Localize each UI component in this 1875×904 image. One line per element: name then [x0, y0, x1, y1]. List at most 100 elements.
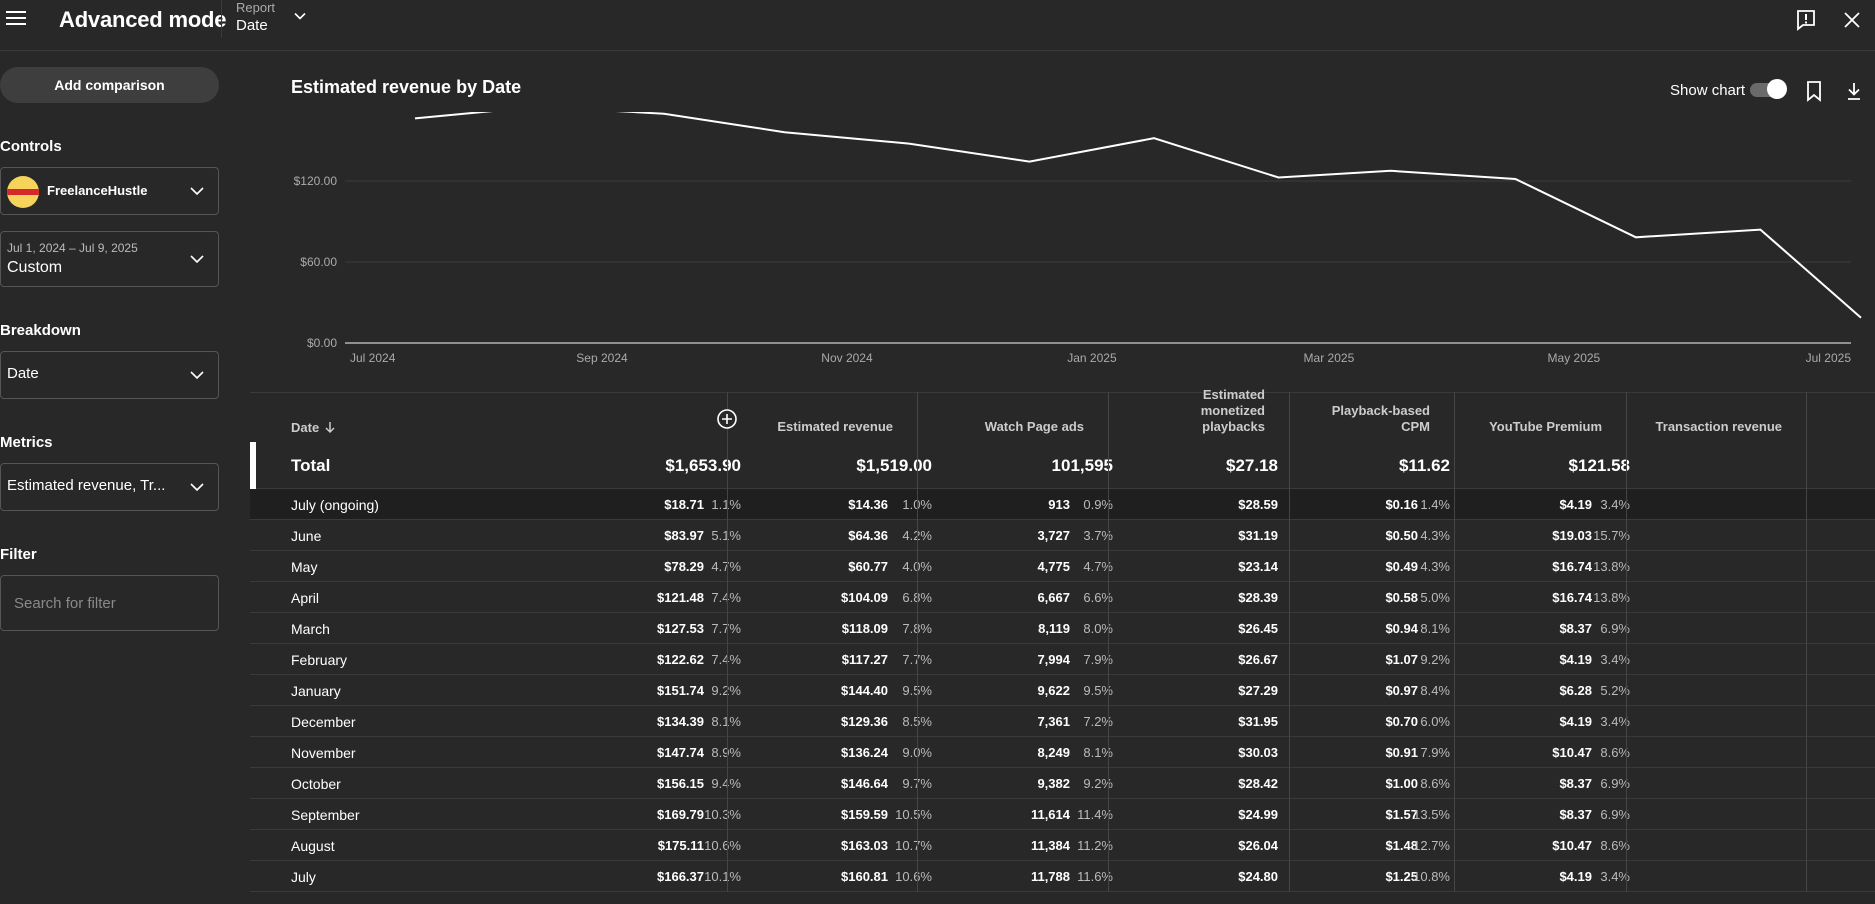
cell-value: 4,775 [1037, 559, 1070, 574]
cell-value: $14.36 [848, 497, 888, 512]
filter-search-input[interactable] [0, 575, 219, 631]
column-divider [917, 392, 918, 892]
cell-value: $1.07 [1385, 652, 1418, 667]
chevron-down-icon [190, 255, 204, 264]
cell-percent: 8.6% [1600, 838, 1630, 853]
cell-percent: 15.7% [1593, 528, 1630, 543]
cell-percent: 5.0% [1420, 590, 1450, 605]
cell-value: $1.48 [1385, 838, 1418, 853]
breakdown-dropdown[interactable]: Date [0, 351, 219, 399]
column-header-youtube-premium[interactable]: YouTube Premium [1454, 393, 1626, 443]
row-label: July [291, 869, 316, 885]
column-header-label: Date [291, 420, 320, 435]
cell-value: 7,361 [1037, 714, 1070, 729]
date-range-dropdown[interactable]: Jul 1, 2024 – Jul 9, 2025 Custom [0, 231, 219, 287]
table-row[interactable]: June$83.975.1%$64.364.2%3,7273.7%$31.19$… [250, 520, 1875, 551]
total-transaction-revenue: $121.58 [1568, 456, 1630, 475]
column-header-monetized-playbacks[interactable]: Estimated monetized playbacks [1108, 387, 1289, 443]
add-comparison-button[interactable]: Add comparison [0, 67, 219, 103]
table-row[interactable]: August $175.11 10.6% $163.03 10.7% 11,384 11.2… [250, 830, 1875, 861]
column-divider [1806, 392, 1807, 892]
cell-percent: 6.9% [1600, 621, 1630, 636]
cell-percent: 4.7% [711, 559, 741, 574]
table-row[interactable]: July (ongoing)$18.711.1%$14.361.0%9130.9… [250, 489, 1875, 520]
cell-value: $166.37 [657, 869, 704, 884]
cell-percent: 4.7% [1083, 559, 1113, 574]
table-row[interactable]: October$156.159.4%$146.649.7%9,3829.2%$2… [250, 768, 1875, 799]
row-label: May [291, 559, 318, 575]
row-label: April [291, 590, 320, 606]
cell-value: 11,384 [1030, 838, 1070, 853]
cell-value: $160.81 [841, 869, 888, 884]
cell-percent: 7.4% [711, 652, 741, 667]
revenue-line-chart: $0.00 $60.00 $120.00 Jul 2024 Sep 2024 Nov 20… [294, 112, 1862, 365]
cell-value: $78.29 [664, 559, 704, 574]
row-label: January [291, 683, 341, 699]
column-header-label: Estimated monetized playbacks [1200, 387, 1265, 434]
cell-percent: 7.9% [1083, 652, 1113, 667]
channel-dropdown[interactable]: FreelanceHustle [0, 167, 219, 215]
table-row[interactable]: May$78.294.7%$60.774.0%4,7754.7%$23.14$0… [250, 551, 1875, 582]
cell-value: $104.09 [841, 590, 888, 605]
table-row[interactable]: January$151.749.2%$144.409.5%9,6229.5%$2… [250, 675, 1875, 706]
table-row[interactable]: July $166.37 10.1% $160.81 10.6% 11,788 11.6% $… [250, 861, 1875, 892]
table-row[interactable]: March$127.537.7%$118.097.8%8,1198.0%$26.… [250, 613, 1875, 644]
column-header-date[interactable]: Date [250, 393, 727, 443]
column-header-playback-cpm[interactable]: Playback-based CPM [1289, 393, 1454, 443]
table-row[interactable]: February$122.627.4%$117.277.7%7,9947.9%$… [250, 644, 1875, 675]
cell-percent: 8.9% [711, 745, 741, 760]
cell-value: $26.67 [1238, 652, 1278, 667]
download-icon[interactable] [1843, 80, 1865, 102]
cell-value: $4.19 [1559, 869, 1592, 884]
column-header-watch-page-ads[interactable]: Watch Page ads [917, 393, 1108, 443]
divider [221, 0, 222, 38]
cell-value: 913 [1048, 497, 1070, 512]
show-chart-toggle[interactable] [1750, 79, 1787, 99]
cell-value: $18.71 [664, 497, 704, 512]
total-watch-page-ads: $1,519.00 [856, 456, 932, 475]
table-row[interactable]: September $169.79 10.3% $159.59 10.5% 11,614 1… [250, 799, 1875, 830]
table-row[interactable]: April$121.487.4%$104.096.8%6,6676.6%$28.… [250, 582, 1875, 613]
cell-percent: 10.5% [895, 807, 932, 822]
column-header-estimated-revenue[interactable]: Estimated revenue [727, 393, 917, 443]
cell-percent: 7.7% [711, 621, 741, 636]
column-header-transaction-revenue[interactable]: Transaction revenue [1626, 393, 1806, 443]
cell-percent: 12.7% [1413, 838, 1450, 853]
cell-percent: 8.4% [1420, 683, 1450, 698]
cell-value: $26.45 [1238, 621, 1278, 636]
close-icon[interactable] [1841, 9, 1863, 31]
metrics-dropdown[interactable]: Estimated revenue, Tr... [0, 463, 219, 511]
table-row[interactable]: November$147.748.9%$136.249.0%8,2498.1%$… [250, 737, 1875, 768]
column-header-label: Estimated revenue [777, 419, 893, 434]
bookmark-icon[interactable] [1803, 80, 1825, 102]
feedback-icon[interactable] [1795, 9, 1817, 31]
hamburger-menu-icon[interactable] [6, 8, 28, 28]
controls-heading: Controls [0, 138, 62, 155]
channel-name: FreelanceHustle [47, 183, 148, 198]
column-divider [1289, 392, 1290, 892]
cell-percent: 1.1% [711, 497, 741, 512]
cell-value: $1.25 [1385, 869, 1418, 884]
cell-value: 8,249 [1037, 745, 1070, 760]
row-label: October [291, 776, 341, 792]
add-column-icon[interactable] [716, 408, 738, 430]
page-title: Advanced mode [59, 7, 227, 32]
cell-value: 6,667 [1037, 590, 1070, 605]
column-header-label: Watch Page ads [984, 419, 1084, 434]
report-dropdown[interactable]: Report Date [236, 0, 312, 38]
metrics-value: Estimated revenue, Tr... [7, 477, 166, 494]
sidebar: Add comparison Controls FreelanceHustle … [0, 52, 230, 904]
cell-value: $31.19 [1238, 528, 1278, 543]
cell-percent: 6.0% [1420, 714, 1450, 729]
cell-percent: 3.7% [1083, 528, 1113, 543]
table-row[interactable]: December$134.398.1%$129.368.5%7,3617.2%$… [250, 706, 1875, 737]
x-tick-label: May 2025 [1548, 351, 1601, 365]
cell-value: $83.97 [664, 528, 704, 543]
cell-percent: 0.9% [1083, 497, 1113, 512]
column-header-label: YouTube Premium [1489, 419, 1602, 434]
y-tick-label: $0.00 [307, 336, 337, 350]
x-tick-label: Mar 2025 [1304, 351, 1355, 365]
cell-percent: 3.4% [1600, 869, 1630, 884]
date-range-text: Jul 1, 2024 – Jul 9, 2025 [7, 241, 138, 255]
cell-percent: 11.6% [1077, 869, 1113, 884]
